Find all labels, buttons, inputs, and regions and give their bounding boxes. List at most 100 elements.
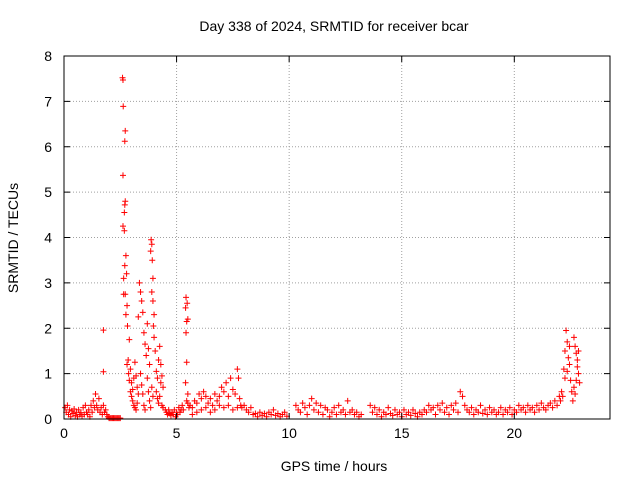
data-point — [418, 411, 425, 418]
data-point — [85, 406, 92, 413]
data-point — [144, 320, 151, 327]
data-point — [77, 409, 84, 416]
data-point — [559, 393, 566, 400]
data-point — [155, 400, 162, 407]
data-point — [198, 395, 205, 402]
data-point — [120, 291, 127, 298]
data-point — [315, 409, 322, 416]
data-point — [310, 406, 317, 413]
data-point — [371, 404, 378, 411]
y-axis-label: SRMTID / TECUs — [5, 183, 21, 293]
data-point — [198, 406, 205, 413]
data-point — [335, 402, 342, 409]
data-point — [479, 410, 486, 417]
data-point — [468, 404, 475, 411]
data-point — [570, 384, 577, 391]
data-point — [156, 393, 163, 400]
data-point — [122, 252, 129, 259]
data-point — [138, 298, 145, 305]
ticks — [63, 55, 610, 420]
y-tick-label: 4 — [44, 230, 52, 246]
data-point — [128, 393, 135, 400]
data-point — [450, 406, 457, 413]
data-point — [574, 363, 581, 370]
data-point — [567, 377, 574, 384]
x-tick-label: 15 — [394, 425, 410, 441]
data-point — [491, 406, 498, 413]
data-point — [299, 400, 306, 407]
data-point — [93, 402, 100, 409]
data-point — [340, 406, 347, 413]
data-point — [575, 370, 582, 377]
data-point — [214, 397, 221, 404]
data-point — [561, 347, 568, 354]
data-point — [142, 341, 149, 348]
data-point — [342, 411, 349, 418]
data-point — [223, 379, 230, 386]
data-point — [437, 406, 444, 413]
data-point — [572, 343, 579, 350]
data-point — [369, 409, 376, 416]
data-point — [569, 397, 576, 404]
data-point — [367, 402, 374, 409]
data-point — [145, 388, 152, 395]
data-point — [146, 361, 153, 368]
data-point — [88, 402, 95, 409]
data-point — [344, 397, 351, 404]
data-point — [121, 209, 128, 216]
data-point — [149, 275, 156, 282]
data-point — [100, 368, 107, 375]
data-point — [200, 388, 207, 395]
data-point — [353, 409, 360, 416]
data-point — [324, 406, 331, 413]
data-point — [306, 402, 313, 409]
data-point — [234, 404, 241, 411]
data-point — [134, 384, 141, 391]
data-point — [133, 372, 140, 379]
data-point — [513, 409, 520, 416]
data-point — [137, 288, 144, 295]
data-point — [574, 357, 581, 364]
data-point — [270, 406, 277, 413]
data-point — [207, 395, 214, 402]
data-point — [549, 404, 556, 411]
data-point — [560, 366, 567, 373]
data-point — [153, 368, 160, 375]
data-point — [495, 409, 502, 416]
data-point — [225, 402, 232, 409]
data-point — [148, 241, 155, 248]
y-tick-label: 8 — [44, 48, 52, 64]
data-point — [389, 412, 396, 419]
data-point — [430, 404, 437, 411]
data-point — [211, 406, 218, 413]
data-point — [229, 406, 236, 413]
y-tick-label: 7 — [44, 93, 52, 109]
data-point — [565, 354, 572, 361]
data-point — [148, 288, 155, 295]
data-point — [151, 311, 158, 318]
data-point — [156, 343, 163, 350]
data-point — [522, 409, 529, 416]
y-tick-label: 3 — [44, 275, 52, 291]
data-point — [189, 411, 196, 418]
data-point — [566, 343, 573, 350]
grid — [64, 56, 610, 419]
data-point — [149, 257, 156, 264]
data-point — [157, 361, 164, 368]
data-point — [391, 406, 398, 413]
data-point — [117, 415, 124, 422]
data-point — [568, 388, 575, 395]
data-point — [147, 248, 154, 255]
data-point — [165, 406, 172, 413]
data-point — [218, 384, 225, 391]
data-point — [160, 384, 167, 391]
x-axis-label: GPS time / hours — [281, 458, 388, 474]
data-point — [149, 298, 156, 305]
data-point — [396, 409, 403, 416]
data-point — [409, 406, 416, 413]
data-point — [211, 391, 218, 398]
data-point — [205, 400, 212, 407]
data-point — [235, 375, 242, 382]
data-point — [196, 391, 203, 398]
